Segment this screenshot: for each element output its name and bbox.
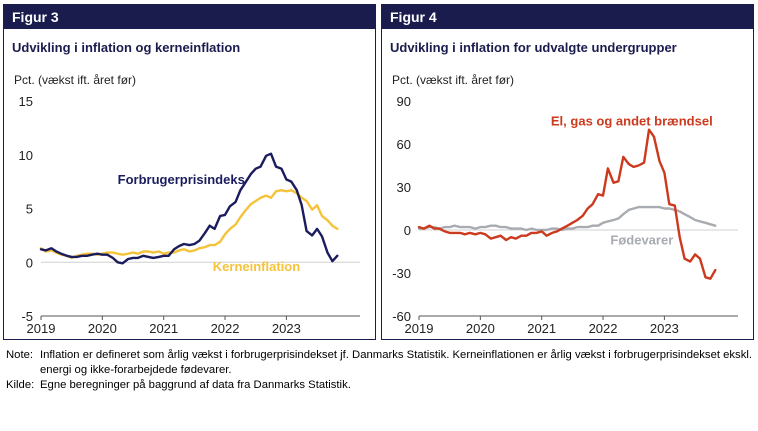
y-tick-label: 0 [404,223,411,238]
y-tick-label: 60 [397,137,411,152]
figure-label: Figur 4 [382,5,753,29]
figure-panel-4: Figur 4 Udvikling i inflation for udvalg… [381,4,754,340]
footnotes: Note: Inflation er defineret som årlig v… [6,348,754,393]
x-tick-label: 2021 [149,321,178,336]
x-tick-label: 2021 [527,321,556,336]
series-label: Fødevarer [610,232,673,247]
y-tick-label: -30 [392,266,411,281]
x-tick-label: 2022 [589,321,618,336]
x-tick-label: 2020 [88,321,117,336]
chart-title: Udvikling i inflation og kerneinflation [12,40,241,55]
x-tick-label: 2020 [466,321,495,336]
x-tick-label: 2022 [211,321,240,336]
y-tick-label: 30 [397,180,411,195]
figure-panel-3: Figur 3 Udvikling i inflation og kernein… [3,4,376,340]
y-tick-label: 15 [19,94,33,109]
line-chart: Pct. (vækst ift. året før) 90 60 30 0 -30 -60… [392,73,738,336]
y-tick-label: 5 [26,202,33,217]
chart-title: Udvikling i inflation for udvalgte under… [390,40,677,55]
series-label: Kerneinflation [213,259,300,274]
note-text: Inflation er defineret som årlig vækst i… [40,349,753,376]
series-line [39,189,339,260]
x-tick-label: 2019 [27,321,56,336]
series-line [417,205,717,232]
series-line [417,128,717,280]
note-row: Note: Inflation er defineret som årlig v… [6,348,754,378]
y-tick-label: 90 [397,94,411,109]
y-tick-label: 0 [26,255,33,270]
source-text: Egne beregninger på baggrund af data fra… [40,379,351,391]
x-tick-label: 2019 [405,321,434,336]
note-key: Note: [6,349,34,361]
source-row: Kilde: Egne beregninger på baggrund af d… [6,378,754,393]
x-tick-label: 2023 [650,321,679,336]
y-tick-label: -60 [392,309,411,324]
figure-label: Figur 3 [4,5,375,29]
y-axis-unit-label: Pct. (vækst ift. året før) [392,73,514,87]
y-tick-label: 10 [19,148,33,163]
y-axis-unit-label: Pct. (vækst ift. året før) [14,73,136,87]
series-label: Forbrugerprisindeks [118,172,245,187]
series-line [39,152,339,265]
source-key: Kilde: [6,379,35,391]
x-tick-label: 2023 [272,321,301,336]
y-tick-label: -5 [21,309,33,324]
series-label: El, gas og andet brændsel [551,113,713,128]
